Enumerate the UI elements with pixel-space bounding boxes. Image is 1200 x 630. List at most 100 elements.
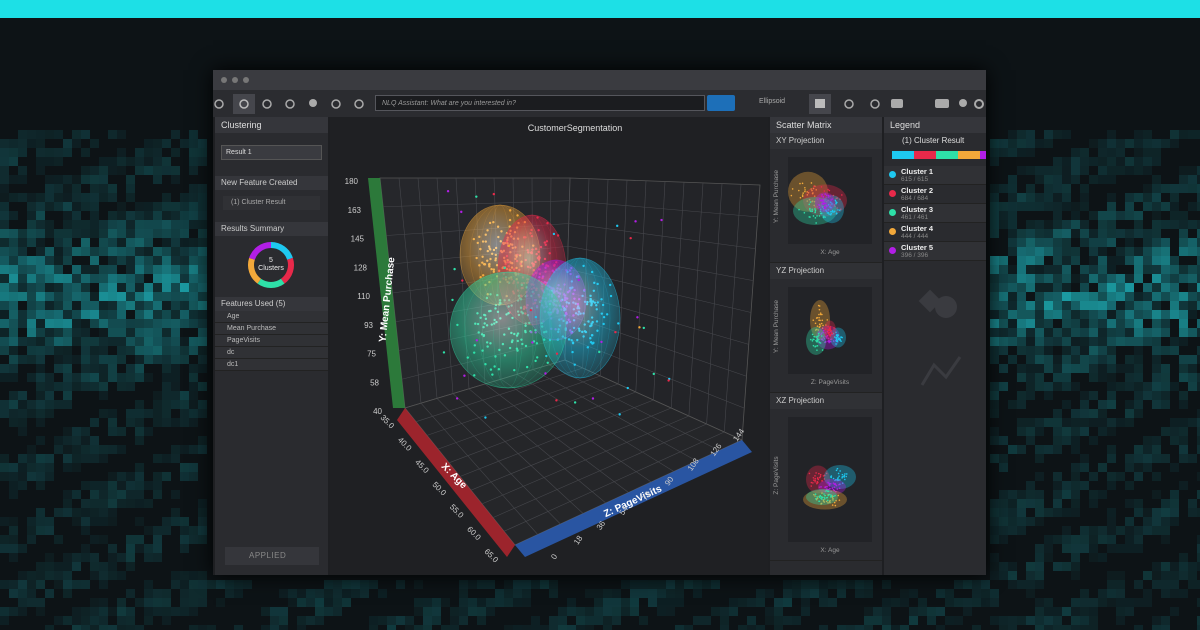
bg-pixel (1017, 166, 1026, 175)
bg-pixel (1053, 247, 1062, 256)
icon[interactable] (815, 99, 825, 108)
bg-pixel (180, 589, 189, 598)
plot-panel: CustomerSegmentation Y: Mean Purchase X: … (330, 117, 768, 575)
bg-pixel (1161, 580, 1170, 589)
icon[interactable] (870, 99, 880, 109)
point (815, 317, 818, 319)
bg-pixel (90, 229, 99, 238)
bg-pixel (522, 625, 531, 630)
bg-pixel (1125, 247, 1134, 256)
bg-pixel (1080, 355, 1089, 364)
icon[interactable] (309, 99, 317, 107)
window-dot[interactable] (243, 77, 249, 83)
bg-pixel (135, 625, 144, 630)
icon[interactable] (354, 99, 364, 109)
bg-pixel (198, 184, 207, 193)
bg-pixel (81, 382, 90, 391)
bg-pixel (72, 337, 81, 346)
icon[interactable] (331, 99, 341, 109)
bg-pixel (513, 580, 522, 589)
bg-pixel (198, 346, 207, 355)
bg-pixel (189, 526, 198, 535)
bg-pixel (135, 400, 144, 409)
y-tick-label: 145 (351, 235, 365, 244)
icon[interactable] (891, 99, 903, 108)
bg-pixel (1161, 616, 1170, 625)
submit-button[interactable] (707, 95, 735, 111)
point (828, 482, 830, 485)
bg-pixel (1152, 211, 1161, 220)
icon[interactable] (285, 99, 295, 109)
nlq-input[interactable]: NLQ Assistant: What are you interested i… (375, 95, 705, 111)
bg-pixel (1053, 382, 1062, 391)
result-select[interactable]: Result 1 (221, 145, 322, 160)
bg-pixel (63, 463, 72, 472)
bg-pixel (900, 598, 909, 607)
bg-pixel (1035, 256, 1044, 265)
icon[interactable] (239, 99, 249, 109)
icon[interactable] (844, 99, 854, 109)
bg-pixel (504, 589, 513, 598)
bg-pixel (18, 400, 27, 409)
bg-pixel (1170, 202, 1179, 211)
bg-pixel (990, 562, 999, 571)
bg-pixel (990, 517, 999, 526)
bg-pixel (180, 517, 189, 526)
bg-pixel (198, 337, 207, 346)
bg-pixel (1170, 256, 1179, 265)
bg-pixel (1161, 283, 1170, 292)
bg-pixel (1053, 625, 1062, 630)
grid-line (670, 182, 685, 409)
bg-pixel (1134, 445, 1143, 454)
bg-pixel (153, 526, 162, 535)
bg-pixel (999, 346, 1008, 355)
bg-pixel (9, 391, 18, 400)
point (812, 192, 814, 194)
bg-pixel (180, 580, 189, 589)
bg-pixel (1161, 328, 1170, 337)
icon[interactable] (974, 99, 984, 109)
bg-pixel (1062, 508, 1071, 517)
point (834, 336, 836, 338)
icon[interactable] (935, 99, 949, 108)
bg-pixel (162, 166, 171, 175)
icon[interactable] (959, 99, 967, 107)
icon-active[interactable] (233, 94, 255, 114)
bg-pixel (36, 265, 45, 274)
bg-pixel (279, 589, 288, 598)
icon[interactable] (262, 99, 272, 109)
bg-pixel (1017, 238, 1026, 247)
bg-pixel (1035, 139, 1044, 148)
icon[interactable] (214, 99, 224, 109)
bg-pixel (18, 481, 27, 490)
bg-pixel (990, 319, 999, 328)
applied-button[interactable]: APPLIED (225, 547, 319, 565)
bg-pixel (117, 274, 126, 283)
point (832, 482, 835, 484)
bg-pixel (9, 373, 18, 382)
point (822, 196, 825, 198)
bg-pixel (1071, 535, 1080, 544)
bg-pixel (126, 283, 135, 292)
bg-pixel (153, 544, 162, 553)
bg-pixel (99, 229, 108, 238)
bg-pixel (54, 301, 63, 310)
bg-pixel (189, 382, 198, 391)
point (828, 331, 831, 334)
bg-pixel (1071, 148, 1080, 157)
point (817, 332, 820, 335)
bg-pixel (837, 589, 846, 598)
bg-pixel (1089, 310, 1098, 319)
window-dot[interactable] (232, 77, 238, 83)
bg-pixel (144, 247, 153, 256)
render-mode[interactable]: Ellipsoid (759, 98, 786, 105)
bg-pixel (144, 310, 153, 319)
bg-pixel (144, 355, 153, 364)
window-dot[interactable] (221, 77, 227, 83)
bg-pixel (9, 319, 18, 328)
bg-pixel (1089, 499, 1098, 508)
bg-pixel (162, 373, 171, 382)
bg-pixel (1152, 319, 1161, 328)
bg-pixel (45, 310, 54, 319)
plot-3d: CustomerSegmentation Y: Mean PurchaseX: … (345, 123, 761, 565)
